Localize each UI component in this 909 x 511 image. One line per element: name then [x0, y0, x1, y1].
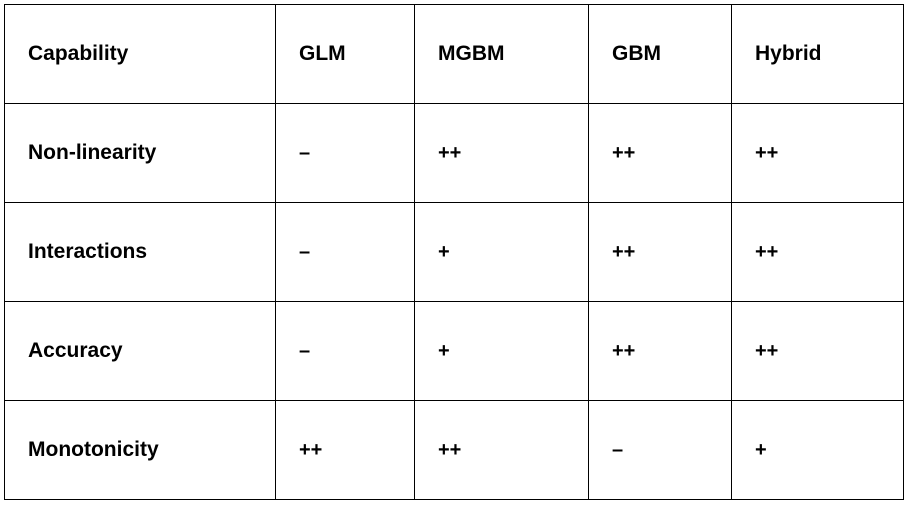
- header-gbm: GBM: [588, 4, 732, 104]
- cell-glm: –: [275, 202, 415, 302]
- cell-hybrid: ++: [731, 103, 904, 203]
- cell-mgbm: ++: [414, 103, 589, 203]
- table-row: Monotonicity ++ ++ – +: [4, 400, 904, 500]
- table-header-row: Capability GLM MGBM GBM Hybrid: [4, 4, 904, 104]
- header-glm: GLM: [275, 4, 415, 104]
- cell-glm: –: [275, 103, 415, 203]
- row-label-non-linearity: Non-linearity: [4, 103, 276, 203]
- header-mgbm: MGBM: [414, 4, 589, 104]
- header-hybrid: Hybrid: [731, 4, 904, 104]
- row-label-interactions: Interactions: [4, 202, 276, 302]
- table-row: Non-linearity – ++ ++ ++: [4, 103, 904, 203]
- cell-glm: –: [275, 301, 415, 401]
- cell-mgbm: +: [414, 301, 589, 401]
- cell-hybrid: ++: [731, 301, 904, 401]
- cell-mgbm: +: [414, 202, 589, 302]
- cell-mgbm: ++: [414, 400, 589, 500]
- cell-gbm: ++: [588, 103, 732, 203]
- table-row: Accuracy – + ++ ++: [4, 301, 904, 401]
- cell-hybrid: +: [731, 400, 904, 500]
- cell-gbm: –: [588, 400, 732, 500]
- capability-comparison-table: Capability GLM MGBM GBM Hybrid Non-linea…: [4, 4, 904, 500]
- row-label-accuracy: Accuracy: [4, 301, 276, 401]
- header-capability: Capability: [4, 4, 276, 104]
- cell-glm: ++: [275, 400, 415, 500]
- table-row: Interactions – + ++ ++: [4, 202, 904, 302]
- cell-hybrid: ++: [731, 202, 904, 302]
- row-label-monotonicity: Monotonicity: [4, 400, 276, 500]
- cell-gbm: ++: [588, 202, 732, 302]
- cell-gbm: ++: [588, 301, 732, 401]
